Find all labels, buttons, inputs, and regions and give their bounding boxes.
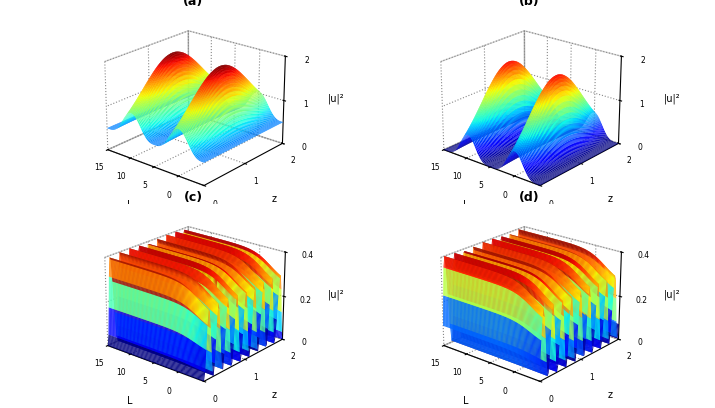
Title: (b): (b): [519, 0, 539, 8]
Y-axis label: z: z: [608, 194, 613, 204]
Y-axis label: z: z: [608, 390, 613, 400]
X-axis label: L: L: [127, 200, 132, 210]
Title: (c): (c): [184, 191, 202, 204]
X-axis label: L: L: [127, 396, 132, 406]
Y-axis label: z: z: [272, 390, 277, 400]
Title: (a): (a): [183, 0, 203, 8]
X-axis label: L: L: [463, 200, 468, 210]
X-axis label: L: L: [463, 396, 468, 406]
Y-axis label: z: z: [272, 194, 277, 204]
Title: (d): (d): [519, 191, 539, 204]
